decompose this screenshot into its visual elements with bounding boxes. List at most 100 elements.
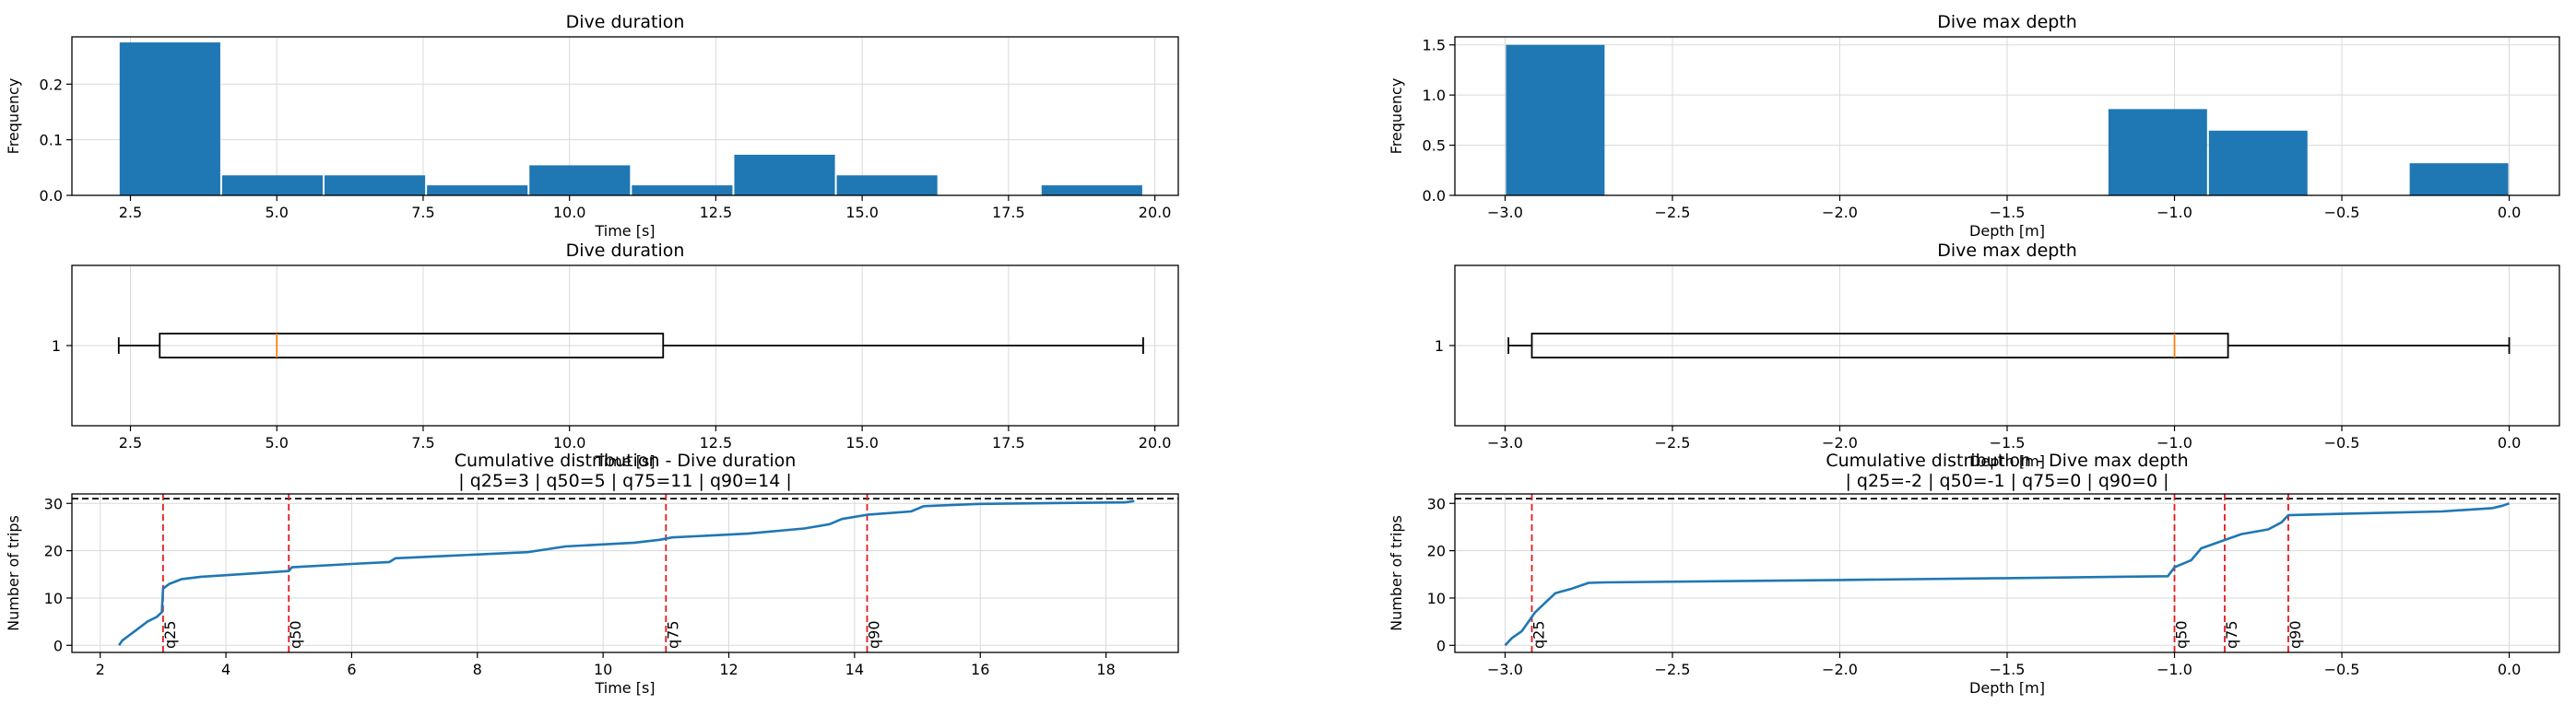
y-axis-label: Frequency	[1388, 78, 1405, 155]
x-tick-label: 7.5	[411, 204, 434, 221]
quantile-label-q75: q75	[2223, 620, 2240, 649]
x-tick-label: 2.5	[119, 434, 142, 452]
histogram-bar	[119, 42, 220, 195]
x-tick-label: 2.5	[119, 204, 142, 221]
y-tick-label: 30	[1427, 495, 1446, 512]
quantile-label-q75: q75	[664, 620, 681, 649]
quantile-label-q25: q25	[1530, 620, 1547, 649]
box-depth-panel: −3.0 −2.5 −2.0 −1.5 −1.0 −0.5 0.0 1 Depth [m] Div…	[1435, 241, 2560, 470]
x-tick-label: 17.5	[992, 204, 1025, 221]
x-tick-label: 17.5	[992, 434, 1025, 452]
quantile-label-q90: q90	[2286, 620, 2304, 649]
x-tick-label: −0.5	[2324, 661, 2360, 678]
y-tick-label: 10	[44, 590, 63, 607]
x-tick-label: −0.5	[2324, 204, 2360, 221]
histogram-bar	[1041, 185, 1142, 195]
x-tick-label: −3.0	[1487, 434, 1523, 452]
axes-frame	[71, 36, 1179, 196]
x-tick-label: 12	[719, 661, 738, 678]
histogram-bar	[836, 175, 938, 195]
histogram-bar	[1506, 44, 1605, 195]
box-iqr	[159, 333, 665, 358]
x-tick-label: 20.0	[1139, 204, 1172, 221]
x-axis-label: Time [s]	[594, 679, 655, 697]
x-axis-label: Time [s]	[594, 222, 655, 240]
histogram-bar	[529, 165, 631, 195]
x-axis-label: Time [s]	[594, 452, 655, 470]
chart-title: Dive max depth	[1937, 12, 2077, 32]
y-axis-label: Frequency	[5, 78, 22, 155]
x-tick-label: 5.0	[265, 204, 288, 221]
x-tick-label: −2.5	[1655, 434, 1691, 452]
y-tick-label: 0.5	[1423, 137, 1446, 155]
chart-title: Cumulative distribution - Dive max depth	[1826, 451, 2188, 471]
x-tick-label: −2.0	[1822, 204, 1858, 221]
x-tick-label: 10	[594, 661, 612, 678]
x-tick-label: 2	[96, 661, 105, 678]
x-tick-label: −2.5	[1655, 204, 1691, 221]
y-tick-label: 0.1	[40, 132, 63, 149]
x-tick-label: 7.5	[411, 434, 434, 452]
chart-subtitle: | q25=3 | q50=5 | q75=11 | q90=14 |	[458, 471, 791, 491]
quantile-label-q25: q25	[161, 620, 179, 649]
x-tick-label: 5.0	[265, 434, 288, 452]
x-tick-label: 20.0	[1139, 434, 1172, 452]
x-tick-label: −0.5	[2324, 434, 2360, 452]
chart-title: Dive max depth	[1937, 241, 2077, 261]
y-axis-label: Number of trips	[1388, 515, 1405, 631]
chart-title: Cumulative distribution - Dive duration	[455, 451, 797, 471]
x-tick-label: −3.0	[1487, 204, 1523, 221]
x-tick-label: 16	[971, 661, 989, 678]
x-tick-label: −1.5	[1990, 204, 2026, 221]
cdf-duration-panel: q25 q50 q75 q90 2 4 6 8 10 12 14 16 18 0 10 20 30 Time [s…	[5, 451, 1179, 697]
x-tick-label: 8	[473, 661, 482, 678]
x-tick-label: −3.0	[1487, 661, 1523, 678]
x-axis-label: Depth [m]	[1969, 222, 2045, 240]
x-tick-label: −1.0	[2157, 204, 2192, 221]
quantile-label-q90: q90	[866, 620, 883, 649]
axes-frame	[71, 493, 1179, 653]
box-iqr	[1530, 333, 2229, 358]
cdf-depth-panel: q25 q50 q75 q90 −3.0 −2.5 −2.0 −1.5 −1.0 −0.5 0.0 0…	[1388, 451, 2560, 697]
y-tick-label: 1.5	[1423, 37, 1446, 54]
chart-title: Dive duration	[566, 241, 685, 261]
x-tick-label: 10.0	[553, 434, 586, 452]
histogram-bar	[734, 154, 835, 195]
y-tick-label: 0.2	[40, 76, 63, 93]
x-tick-label: 0.0	[2498, 434, 2521, 452]
quantile-label-q50: q50	[287, 620, 304, 649]
cdf-line	[118, 499, 1135, 647]
y-tick-label: 0.0	[40, 187, 63, 205]
chart-subtitle: | q25=-2 | q50=-1 | q75=0 | q90=0 |	[1845, 471, 2168, 491]
histogram-bar	[2208, 130, 2308, 195]
histogram-bar	[632, 185, 733, 195]
y-tick-label: 20	[44, 543, 63, 560]
y-tick-label: 30	[44, 495, 63, 512]
x-axis-label: Depth [m]	[1969, 679, 2045, 697]
x-tick-label: 0.0	[2498, 204, 2521, 221]
x-tick-label: −2.0	[1822, 661, 1858, 678]
x-tick-label: −2.5	[1655, 661, 1691, 678]
x-tick-label: −1.0	[2157, 661, 2192, 678]
x-axis-label: Depth [m]	[1969, 452, 2045, 470]
x-tick-label: −1.5	[1990, 661, 2026, 678]
y-tick-label: 10	[1427, 590, 1446, 607]
hist-duration-panel: 2.5 5.0 7.5 10.0 12.5 15.0 17.5 20.0 0.0 0.1 0.2 Ti…	[5, 12, 1179, 240]
x-tick-label: 6	[347, 661, 356, 678]
x-tick-label: 15.0	[845, 204, 879, 221]
y-tick-label: 0	[53, 637, 63, 654]
histogram-bar	[2409, 163, 2509, 195]
y-tick-label: 1.0	[1423, 87, 1446, 104]
y-axis-label: Number of trips	[5, 515, 22, 631]
x-tick-label: 18	[1096, 661, 1115, 678]
histogram-bar	[427, 185, 528, 195]
x-tick-label: −1.0	[2157, 434, 2192, 452]
x-tick-label: 14	[845, 661, 864, 678]
x-tick-label: 10.0	[553, 204, 586, 221]
x-tick-label: −2.0	[1822, 434, 1858, 452]
hist-depth-panel: −3.0 −2.5 −2.0 −1.5 −1.0 −0.5 0.0 0.0 0.5 1.0 1.5 D…	[1388, 12, 2560, 240]
quantile-label-q50: q50	[2173, 620, 2191, 649]
box-duration-panel: 2.5 5.0 7.5 10.0 12.5 15.0 17.5 20.0 1 Time [s] Di…	[52, 241, 1179, 470]
x-tick-label: 0.0	[2498, 661, 2521, 678]
